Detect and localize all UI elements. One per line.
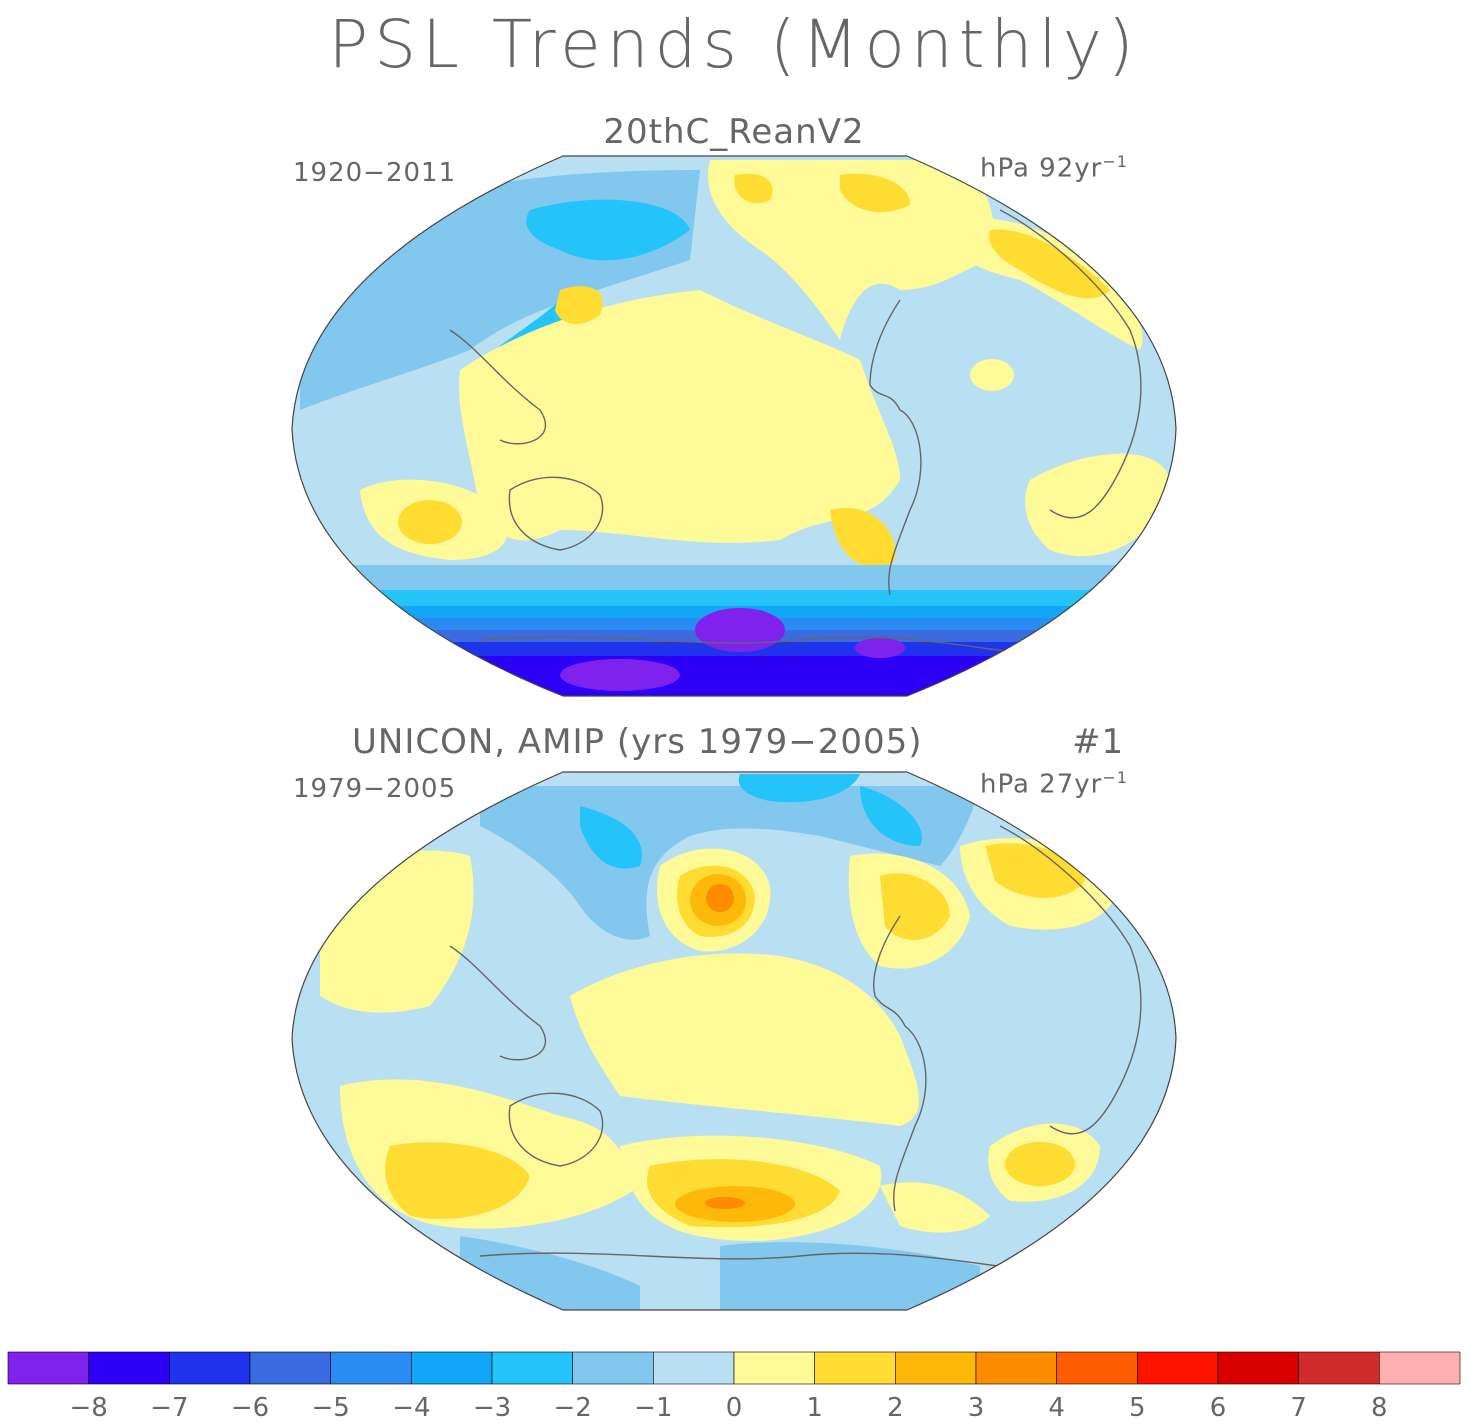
- colorbar-tick-label: 7: [1290, 1393, 1307, 1423]
- panel1-region: [855, 638, 905, 658]
- colorbar: −8 −7 −6 −5 −4 −3 −2 −1 0 1 2 3 4 5 6 7 8: [7, 1351, 1461, 1423]
- panel2-units-text: hPa 27yr: [980, 769, 1103, 800]
- panel1-coastline: [869, 299, 922, 596]
- colorbar-tick-label: −6: [231, 1393, 269, 1423]
- panel1-coastline: [479, 636, 1041, 656]
- colorbar-tick-label: 1: [806, 1393, 823, 1423]
- colorbar-swatch: [1056, 1351, 1138, 1385]
- panel2-region: [880, 873, 950, 940]
- panel1-region: [560, 659, 680, 691]
- panel1-region: [940, 217, 1143, 350]
- panel1-coastline: [999, 209, 1142, 519]
- panel1-coastline: [508, 476, 604, 551]
- colorbar-swatch: [491, 1351, 573, 1385]
- colorbar-swatch: [1217, 1351, 1299, 1385]
- panel1-period: 1920−2011: [293, 158, 457, 188]
- panel1-region: [989, 229, 1110, 299]
- panel2-region: [720, 1242, 980, 1310]
- colorbar-tick-label: −2: [554, 1393, 592, 1423]
- panel2-region: [880, 1182, 990, 1233]
- colorbar-swatch: [249, 1351, 331, 1385]
- colorbar-swatch: [895, 1351, 977, 1385]
- panel1-region: [398, 500, 462, 544]
- panel2-map-border: [291, 771, 1177, 1311]
- panel1-coastline: [449, 329, 547, 445]
- panel1-region: [708, 160, 994, 340]
- colorbar-tick-label: −7: [150, 1393, 188, 1423]
- panel2-run-label: #1: [1072, 722, 1125, 762]
- panel2-coastline: [999, 825, 1142, 1135]
- colorbar-swatch: [1379, 1351, 1461, 1385]
- colorbar-swatch: [411, 1351, 493, 1385]
- panel2-region: [706, 884, 734, 912]
- panel1-region: [830, 508, 896, 568]
- panel1-band: [292, 590, 1176, 608]
- colorbar-swatch: [814, 1351, 896, 1385]
- colorbar-swatch: [975, 1351, 1057, 1385]
- panel2-region: [1005, 1142, 1075, 1186]
- colorbar-swatch: [1137, 1351, 1219, 1385]
- panel2-coastline: [508, 1092, 604, 1167]
- panel2-coastline: [873, 915, 927, 1212]
- panel1-region: [695, 608, 785, 652]
- panel1-region: [555, 286, 603, 325]
- panel2-units: hPa 27yr−1: [980, 768, 1128, 800]
- panel2-region: [580, 806, 642, 869]
- panel2-region: [385, 1142, 530, 1220]
- panel1-band: [292, 656, 1176, 696]
- colorbar-swatch: [1298, 1351, 1380, 1385]
- colorbar-swatch: [572, 1351, 654, 1385]
- colorbar-tick-label: 6: [1210, 1393, 1227, 1423]
- panel2-region: [860, 786, 922, 846]
- figure-title: PSL Trends (Monthly): [328, 6, 1140, 83]
- colorbar-tick-label: 5: [1129, 1393, 1146, 1423]
- colorbar-tick-label: −4: [392, 1393, 430, 1423]
- panel1-region: [970, 359, 1014, 391]
- panel1-units: hPa 92yr−1: [980, 152, 1128, 184]
- colorbar-tick-label: 8: [1371, 1393, 1388, 1423]
- colorbar-tick-label: 4: [1048, 1393, 1065, 1423]
- panel1-units-text: hPa 92yr: [980, 153, 1103, 184]
- panel1-units-exponent: −1: [1102, 152, 1128, 171]
- colorbar-tick-label: −1: [634, 1393, 672, 1423]
- panel2-period: 1979−2005: [293, 774, 457, 804]
- colorbar-swatch: [733, 1351, 815, 1385]
- colorbar-tick-label: −3: [473, 1393, 511, 1423]
- colorbar-tick-label: −8: [70, 1393, 108, 1423]
- panel2-units-exponent: −1: [1102, 768, 1128, 787]
- panel2-map: [291, 771, 1177, 1311]
- panel2-coastline: [479, 1252, 1041, 1272]
- colorbar-swatch: [169, 1351, 251, 1385]
- colorbar-swatch: [330, 1351, 412, 1385]
- colorbar-tick-label: 0: [726, 1393, 743, 1423]
- colorbar-swatch: [7, 1351, 89, 1385]
- panel1-region: [840, 173, 910, 213]
- panel1-map: [291, 155, 1177, 697]
- panel2-coastline: [449, 945, 547, 1061]
- colorbar-tick-label: 3: [968, 1393, 985, 1423]
- colorbar-tick-label: −5: [312, 1393, 350, 1423]
- colorbar-tick-label: 2: [887, 1393, 904, 1423]
- panel1-region: [526, 199, 690, 261]
- panel2-subtitle: UNICON, AMIP (yrs 1979−2005): [352, 722, 923, 762]
- panel2-region: [738, 774, 860, 803]
- panel1-subtitle: 20thC_ReanV2: [603, 112, 865, 152]
- panel2-region: [705, 1197, 745, 1209]
- panel1-region: [734, 173, 773, 204]
- panel1-map-border: [291, 155, 1177, 697]
- panel2-region: [570, 953, 919, 1126]
- colorbar-swatch: [653, 1351, 735, 1385]
- colorbar-swatch: [88, 1351, 170, 1385]
